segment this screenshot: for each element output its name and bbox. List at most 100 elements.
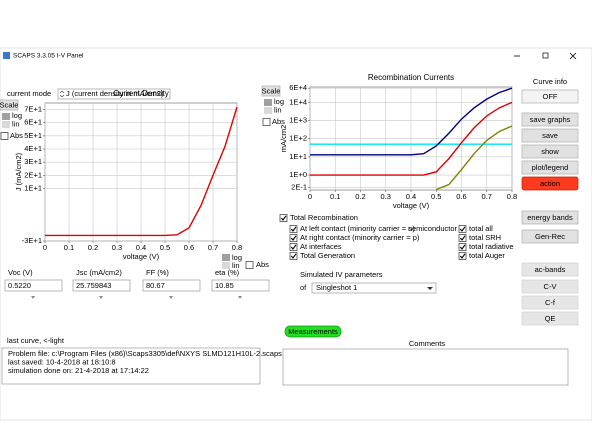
action-button[interactable] bbox=[521, 89, 579, 104]
y-tick-label: 4E+1 bbox=[24, 144, 42, 153]
checkbox[interactable] bbox=[279, 214, 288, 222]
legend-item: total Auger bbox=[469, 251, 505, 260]
action-button[interactable] bbox=[521, 279, 579, 294]
checkmark bbox=[459, 226, 466, 232]
action-button[interactable] bbox=[521, 112, 579, 127]
action-button[interactable] bbox=[521, 210, 579, 225]
checkbox[interactable] bbox=[458, 225, 467, 233]
checkbox[interactable] bbox=[262, 118, 271, 126]
simulated-of: of bbox=[300, 283, 307, 292]
dropdown-arrows bbox=[59, 90, 65, 98]
checkbox[interactable] bbox=[289, 243, 298, 251]
log-toggle[interactable] bbox=[2, 113, 10, 120]
simulated-label: Simulated IV parameters bbox=[300, 270, 383, 279]
legend-item: total radiative bbox=[469, 242, 514, 251]
x-tick-label: 0.1 bbox=[330, 192, 340, 201]
abs-label: Abs bbox=[256, 260, 269, 269]
legend-item: total all bbox=[469, 224, 493, 233]
checkbox[interactable] bbox=[289, 234, 298, 242]
action-button[interactable] bbox=[521, 262, 579, 277]
result-label: Voc (V) bbox=[8, 268, 33, 277]
y-tick-label: 1E+2 bbox=[289, 134, 307, 143]
action-button-label: show bbox=[541, 147, 559, 156]
app-icon bbox=[3, 52, 10, 59]
checkbox[interactable] bbox=[289, 252, 298, 260]
y-axis-label: mA/cm2 bbox=[279, 125, 288, 153]
y-tick-label: 1E+1 bbox=[24, 183, 42, 192]
log-toggle[interactable] bbox=[222, 254, 230, 261]
action-button-label: C-f bbox=[545, 298, 556, 307]
action-button-label: save bbox=[542, 131, 558, 140]
lin-toggle[interactable] bbox=[2, 121, 10, 128]
legend-item: Total Generation bbox=[300, 251, 355, 260]
y-tick-label: 6E+1 bbox=[24, 118, 42, 127]
lin-toggle[interactable] bbox=[264, 107, 272, 114]
info-line: Problem file: c:\Program Files (x86)\Sca… bbox=[8, 349, 282, 358]
slider-mark bbox=[31, 296, 35, 299]
checkbox[interactable] bbox=[458, 234, 467, 242]
scale-button[interactable] bbox=[0, 99, 19, 111]
checkbox[interactable] bbox=[458, 243, 467, 251]
comments-label: Comments bbox=[409, 339, 446, 348]
action-button[interactable] bbox=[521, 176, 579, 191]
comments-box[interactable] bbox=[282, 348, 569, 386]
log-toggle[interactable] bbox=[264, 99, 272, 106]
scale-button-label: Scale bbox=[262, 86, 281, 95]
dropdown-arrow bbox=[427, 287, 433, 290]
action-button-label: C-V bbox=[544, 282, 557, 291]
slider-mark bbox=[238, 296, 242, 299]
action-button-label: ac-bands bbox=[535, 265, 566, 274]
result-box bbox=[142, 279, 201, 292]
y-tick-label: 3E+1 bbox=[24, 157, 42, 166]
result-value: 10.85 bbox=[215, 281, 234, 290]
lin-label: lin bbox=[12, 119, 20, 128]
log-label: log bbox=[232, 253, 242, 262]
checkmark bbox=[290, 235, 297, 241]
curve-info-label: Curve info bbox=[533, 77, 567, 86]
scale-button[interactable] bbox=[261, 85, 281, 97]
action-button[interactable] bbox=[521, 160, 579, 175]
lin-label: lin bbox=[274, 105, 282, 114]
result-value: 25.759843 bbox=[76, 281, 111, 290]
close-button[interactable] bbox=[569, 52, 577, 60]
x-axis-label: voltage (V) bbox=[393, 201, 430, 210]
action-button[interactable] bbox=[521, 128, 579, 143]
x-tick-label: 0.4 bbox=[406, 192, 416, 201]
x-tick-label: 0.6 bbox=[184, 243, 194, 252]
checkbox[interactable] bbox=[0, 132, 9, 140]
action-button-label: energy bands bbox=[527, 213, 573, 222]
x-axis-label: voltage (V) bbox=[123, 252, 160, 261]
checkbox[interactable] bbox=[289, 225, 298, 233]
checkbox[interactable] bbox=[245, 261, 254, 269]
lin-toggle[interactable] bbox=[222, 262, 230, 269]
result-value: 80.67 bbox=[146, 281, 165, 290]
action-button[interactable] bbox=[521, 144, 579, 159]
maximize-button[interactable] bbox=[542, 52, 549, 59]
action-button[interactable] bbox=[521, 295, 579, 310]
log-label: log bbox=[12, 111, 22, 120]
action-button-label: Gen-Rec bbox=[535, 232, 565, 241]
simulated-dropdown[interactable] bbox=[311, 282, 437, 294]
y-tick-label: 6E+4 bbox=[289, 83, 307, 92]
info-line: simulation done on: 21-4-2018 at 17:14:2… bbox=[8, 366, 149, 375]
abs-label: Abs bbox=[272, 117, 285, 126]
action-button[interactable] bbox=[521, 229, 579, 244]
result-box bbox=[211, 279, 270, 292]
x-tick-label: 0.7 bbox=[208, 243, 218, 252]
x-tick-label: 0.8 bbox=[232, 243, 242, 252]
action-button[interactable] bbox=[521, 311, 579, 326]
mode-dropdown[interactable] bbox=[57, 88, 171, 100]
lin-label: lin bbox=[232, 261, 240, 270]
legend-item: At right contact (minority carrier = p) bbox=[300, 233, 420, 242]
result-label: Jsc (mA/cm2) bbox=[76, 268, 122, 277]
x-tick-label: 0.1 bbox=[64, 243, 74, 252]
action-button-label: QE bbox=[545, 314, 556, 323]
y-axis-label: J (mA/cm2) bbox=[14, 152, 23, 191]
legend-item: At interfaces bbox=[300, 242, 342, 251]
checkbox[interactable] bbox=[458, 252, 467, 260]
y-tick-label: 2E-1 bbox=[291, 183, 307, 192]
chart-title: Recombination Currents bbox=[368, 73, 454, 82]
result-label: FF (%) bbox=[146, 268, 169, 277]
measurements-button[interactable] bbox=[284, 325, 342, 338]
